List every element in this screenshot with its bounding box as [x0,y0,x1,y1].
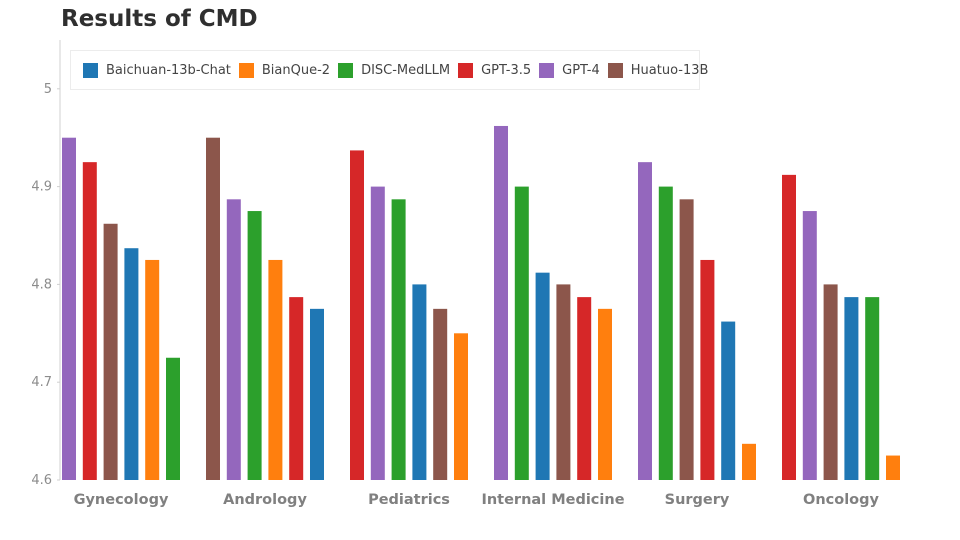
chart-legend: Baichuan-13b-Chat BianQue-2 DISC-MedLLM GPT… [70,50,708,90]
y-tick-label: 5 [44,82,52,97]
legend-label: Huatuo-13B [630,62,709,78]
bar-gpt-3-5-gynecology [82,162,97,480]
bar-gpt-3-5-surgery [700,259,715,480]
legend-item[interactable]: GPT-4 [539,62,600,78]
legend-label: GPT-4 [562,62,600,78]
legend-swatch [539,62,555,78]
bar-bianque-2-surgery [742,443,756,480]
y-tick-label: 4.6 [31,473,52,488]
legend-label: BianQue-2 [261,62,331,78]
bar-bianque-2-oncology [886,455,900,480]
bar-bianque-2-gynecology [145,259,160,480]
bar-disc-medllm-pediatrics [391,199,406,480]
bar-disc-medllm-gynecology [166,357,180,480]
x-category-label: Pediatrics [368,492,450,508]
legend-swatch [338,62,354,78]
legend-label: GPT-3.5 [481,62,532,78]
chart-title: Results of CMD [61,6,258,32]
bar-huatuo-13b-pediatrics [433,308,448,480]
bar-baichuan-13b-chat-pediatrics [412,284,427,480]
legend-item[interactable]: GPT-3.5 [458,62,532,78]
bar-disc-medllm-andrology [247,211,262,481]
bar-bianque-2-andrology [268,259,283,480]
bar-huatuo-13b-surgery [679,199,694,480]
bar-gpt-4-internal-medicine [494,125,508,481]
legend-swatch [458,62,474,78]
bar-baichuan-13b-chat-oncology [844,297,859,480]
bar-gpt-3-5-andrology [289,297,304,480]
bar-huatuo-13b-gynecology [103,223,118,481]
bar-gpt-3-5-internal-medicine [577,297,592,480]
legend-swatch [83,62,98,78]
bar-huatuo-13b-internal-medicine [556,284,571,480]
legend-label: Baichuan-13b-Chat [106,62,231,78]
x-category-label: Oncology [803,492,880,508]
bar-bianque-2-pediatrics [454,333,468,480]
bar-disc-medllm-surgery [658,186,673,480]
legend-item[interactable]: Baichuan-13b-Chat [83,62,231,78]
bar-disc-medllm-oncology [865,297,880,480]
bar-baichuan-13b-chat-internal-medicine [535,272,550,480]
bar-gpt-3-5-pediatrics [350,150,364,480]
legend-item[interactable]: DISC-MedLLM [338,62,451,78]
legend-label: DISC-MedLLM [361,62,451,78]
bar-gpt-4-pediatrics [370,186,385,480]
bar-huatuo-13b-andrology [206,137,220,480]
y-tick-label: 4.9 [31,180,52,195]
bar-gpt-4-surgery [638,162,652,480]
legend-item[interactable]: BianQue-2 [238,62,331,78]
bar-baichuan-13b-chat-surgery [721,321,736,480]
legend-swatch [238,62,254,78]
x-category-label: Gynecology [74,492,169,508]
x-category-label: Internal Medicine [481,492,624,508]
bar-gpt-4-gynecology [62,137,76,480]
legend-item[interactable]: Huatuo-13B [607,62,709,78]
bar-baichuan-13b-chat-gynecology [124,248,139,480]
bar-gpt-4-oncology [802,211,817,481]
bar-huatuo-13b-oncology [823,284,838,480]
y-tick-label: 4.8 [31,277,52,292]
y-tick-label: 4.7 [31,375,52,390]
legend-swatch [607,62,623,78]
bar-gpt-3-5-oncology [782,174,796,480]
bar-baichuan-13b-chat-andrology [310,308,324,480]
x-category-label: Surgery [665,492,730,508]
x-category-label: Andrology [223,492,307,508]
bar-gpt-4-andrology [226,199,241,480]
bar-bianque-2-internal-medicine [598,308,612,480]
bar-disc-medllm-internal-medicine [514,186,529,480]
